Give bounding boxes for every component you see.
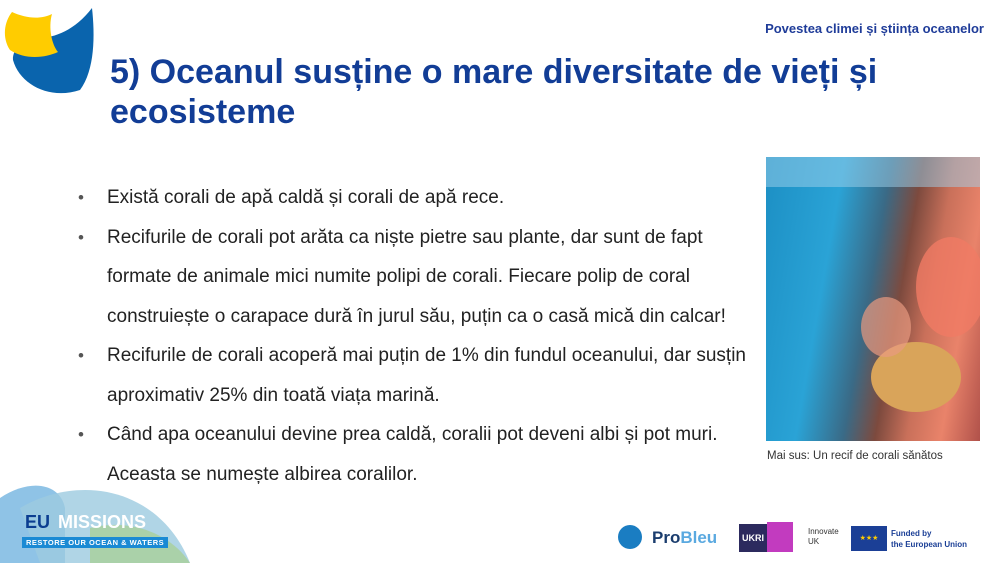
coral-reef-photo	[766, 157, 980, 441]
slide-title: 5) Oceanul susține o mare diversitate de…	[110, 53, 878, 131]
bullet-list: Există corali de apă caldă și corali de …	[78, 178, 768, 494]
bullet-item: Recifurile de corali acoperă mai puțin d…	[78, 336, 768, 415]
image-caption: Mai sus: Un recif de corali sănătos	[767, 450, 943, 462]
eu-missions-name: MISSIONS	[58, 512, 147, 532]
bullet-item: Recifurile de corali pot arăta ca niște …	[78, 218, 768, 337]
bullet-item: Există corali de apă caldă și corali de …	[78, 178, 768, 218]
eu-funding-label: Funded by the European Union	[891, 529, 967, 549]
probleu-logo: ProBleu	[652, 528, 718, 547]
innovate-uk-label: Innovate UK	[808, 527, 839, 546]
ukri-logo: UKRI	[739, 524, 767, 552]
presentation-title: Povestea climei și știința oceanelor	[765, 21, 984, 36]
logo	[4, 8, 94, 94]
eu-missions-name-eu: EU	[25, 512, 51, 532]
ukri-bar	[767, 522, 793, 552]
probleu-icon	[618, 525, 642, 549]
eu-flag-icon: ★★★	[851, 526, 887, 551]
bullet-item: Când apa oceanului devine prea caldă, co…	[78, 415, 768, 494]
eu-missions-tagline: RESTORE OUR OCEAN & WATERS	[22, 537, 169, 548]
eu-missions-logo: EU MISSIONS RESTORE OUR OCEAN & WATERS	[0, 478, 220, 563]
